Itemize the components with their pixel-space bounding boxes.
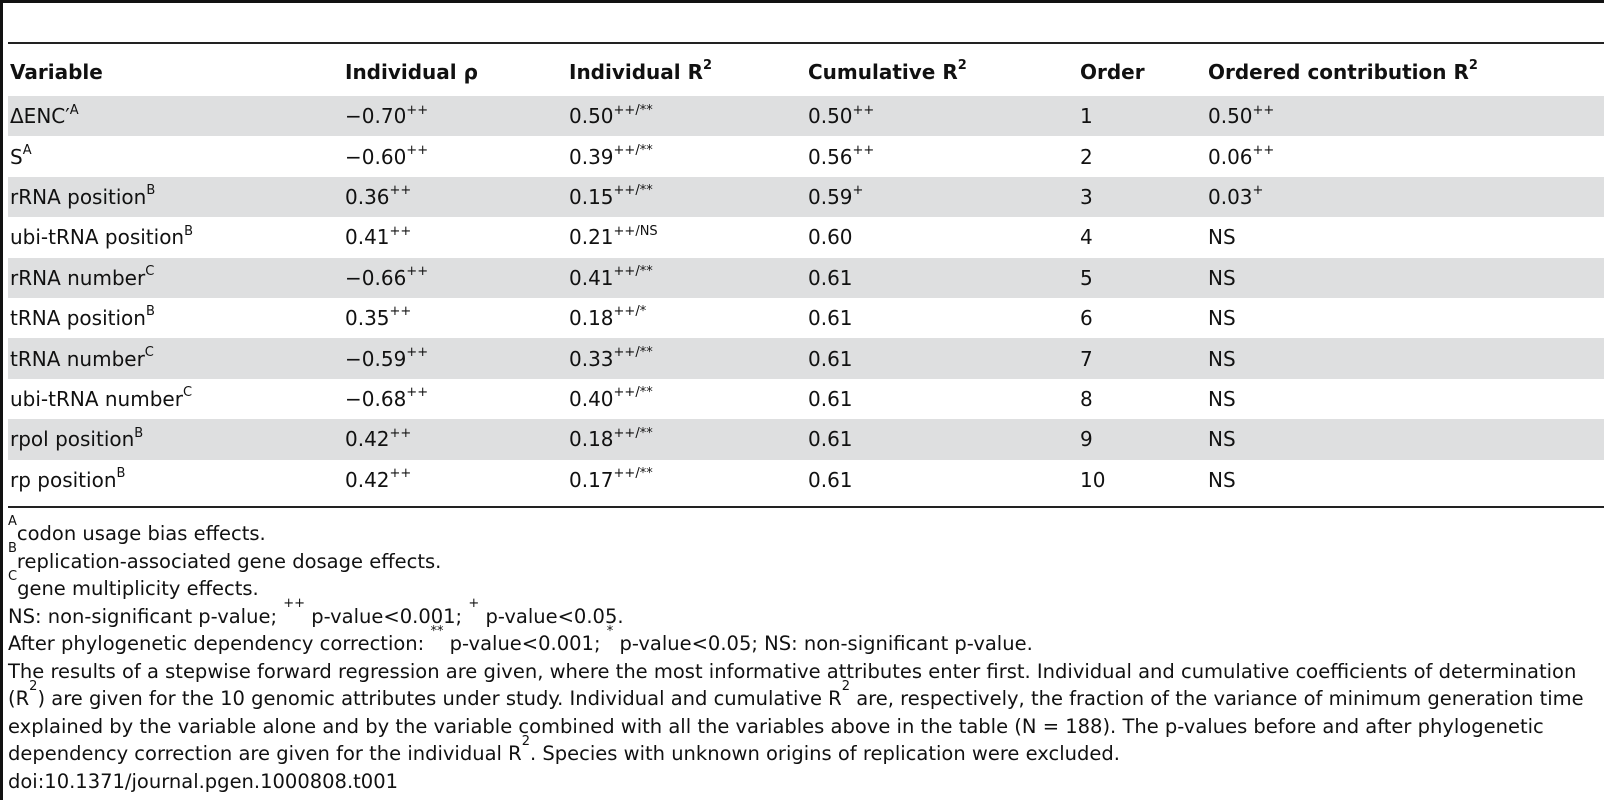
cell-ordered-contribution: NS [1208, 386, 1236, 411]
table-bottom-rule [8, 506, 1604, 508]
table-row: rpol positionB 0.42++ 0.18++/** 0.61 9 NS [8, 419, 1604, 460]
table-row: ubi-tRNA numberC −0.68++ 0.40++/** 0.61 8 NS [8, 379, 1604, 419]
cell-cumulative-r2: 0.50++ [806, 96, 1078, 137]
cell-variable: rpol positionB [8, 419, 343, 460]
cell-individual-rho: 0.42++ [343, 419, 567, 460]
doi-text: doi:10.1371/journal.pgen.1000808.t001 [8, 769, 399, 793]
cell-order: 5 [1078, 257, 1206, 298]
cell-order: 3 [1078, 176, 1206, 218]
cell-ordered-contribution: 0.03+ [1206, 176, 1604, 218]
cell-individual-rho: −0.60++ [345, 142, 429, 169]
cell-individual-rho: 0.36++ [343, 176, 567, 218]
cell-order: 10 [1080, 467, 1106, 492]
cell-cumulative-r2: 0.59+ [806, 176, 1078, 218]
table-row: rp positionB 0.42++ 0.17++/** 0.61 10 NS [8, 460, 1604, 500]
cell-variable: ΔENC′A [8, 96, 343, 137]
cell-individual-rho: 0.42++ [345, 466, 412, 492]
cell-ordered-contribution: NS [1206, 419, 1604, 460]
table-description: The results of a stepwise forward regres… [8, 659, 1584, 766]
footnote-c: Cgene multiplicity effects. [8, 568, 259, 601]
cell-individual-r2: 0.15++/** [567, 176, 806, 218]
cell-individual-rho: −0.59++ [343, 338, 567, 379]
cell-individual-r2: 0.21++/NS [569, 223, 658, 250]
cell-individual-r2: 0.18++/* [569, 304, 647, 331]
left-border [0, 0, 3, 800]
cell-individual-rho: −0.66++ [343, 257, 567, 298]
cell-cumulative-r2: 0.61 [808, 386, 853, 411]
table-body: ΔENC′A −0.70++ 0.50++/** 0.50++ 1 0.50++ SA −0.… [8, 96, 1604, 500]
cell-ordered-contribution: NS [1206, 257, 1604, 298]
footnote-b: Breplication-associated gene dosage effe… [8, 541, 442, 573]
header-ordered-contribution: Ordered contribution R2 [1208, 58, 1478, 84]
cell-cumulative-r2: 0.61 [806, 257, 1078, 298]
header-cumulative-r2: Cumulative R2 [808, 58, 967, 84]
cell-individual-r2: 0.40++/** [569, 385, 653, 411]
cell-individual-r2: 0.39++/** [569, 142, 653, 169]
table-row: rRNA numberC −0.66++ 0.41++/** 0.61 5 NS [8, 257, 1604, 298]
cell-ordered-contribution: NS [1208, 467, 1236, 492]
cell-variable: rRNA positionB [8, 176, 343, 218]
table-row: SA −0.60++ 0.39++/** 0.56++ 2 0.06++ [8, 136, 1604, 176]
cell-individual-rho: −0.70++ [343, 96, 567, 137]
table-row: tRNA numberC −0.59++ 0.33++/** 0.61 7 NS [8, 338, 1604, 379]
cell-order: 1 [1078, 96, 1206, 137]
header-individual-rho: Individual ρ [345, 60, 478, 84]
cell-order: 9 [1078, 419, 1206, 460]
cell-variable: tRNA positionB [10, 304, 155, 331]
cell-ordered-contribution: NS [1208, 306, 1236, 331]
header-variable: Variable [10, 60, 103, 84]
cell-individual-r2: 0.18++/** [567, 419, 806, 460]
cell-order: 6 [1080, 306, 1093, 331]
cell-ordered-contribution: 0.06++ [1208, 142, 1275, 169]
cell-order: 2 [1080, 144, 1093, 169]
cell-variable: rp positionB [10, 466, 126, 492]
cell-ordered-contribution: 0.50++ [1206, 96, 1604, 137]
cell-individual-r2: 0.41++/** [567, 257, 806, 298]
cell-cumulative-r2: 0.61 [808, 467, 853, 492]
header-individual-r2: Individual R2 [569, 58, 713, 84]
cell-individual-r2: 0.50++/** [567, 96, 806, 137]
cell-order: 4 [1080, 225, 1093, 250]
cell-individual-rho: 0.41++ [345, 223, 412, 250]
footnote-phylogenetic: After phylogenetic dependency correction… [8, 623, 1033, 656]
cell-variable: ubi-tRNA positionB [10, 223, 194, 250]
cell-ordered-contribution: NS [1208, 225, 1236, 250]
footnote-a: Acodon usage bias effects. [8, 513, 266, 546]
table-footnotes: Acodon usage bias effects. Breplication-… [8, 513, 1600, 795]
cell-cumulative-r2: 0.61 [808, 306, 853, 331]
cell-individual-rho: 0.35++ [345, 304, 412, 331]
table-top-rule [8, 42, 1604, 44]
cell-variable: SA [10, 142, 32, 169]
cell-individual-r2: 0.33++/** [567, 338, 806, 379]
cell-variable: tRNA numberC [8, 338, 343, 379]
cell-order: 7 [1078, 338, 1206, 379]
results-table: Variable Individual ρ Individual R2 Cumu… [8, 48, 1604, 500]
cell-individual-r2: 0.17++/** [569, 466, 653, 492]
cell-cumulative-r2: 0.56++ [808, 142, 875, 169]
cell-ordered-contribution: NS [1206, 338, 1604, 379]
cell-cumulative-r2: 0.60 [808, 225, 853, 250]
table-row: ΔENC′A −0.70++ 0.50++/** 0.50++ 1 0.50++ [8, 96, 1604, 137]
cell-cumulative-r2: 0.61 [806, 419, 1078, 460]
table-row: ubi-tRNA positionB 0.41++ 0.21++/NS 0.60 4 NS [8, 217, 1604, 257]
cell-cumulative-r2: 0.61 [806, 338, 1078, 379]
footnote-significance: NS: non-significant p-value; ++ p-value<… [8, 596, 624, 628]
top-border [0, 0, 1604, 3]
table-row: tRNA positionB 0.35++ 0.18++/* 0.61 6 NS [8, 298, 1604, 338]
cell-individual-rho: −0.68++ [345, 385, 429, 411]
cell-variable: ubi-tRNA numberC [10, 385, 193, 411]
header-order: Order [1080, 60, 1145, 84]
table-header-row: Variable Individual ρ Individual R2 Cumu… [8, 48, 1604, 96]
cell-order: 8 [1080, 386, 1093, 411]
cell-variable: rRNA numberC [8, 257, 343, 298]
table-row: rRNA positionB 0.36++ 0.15++/** 0.59+ 3 0.03+ [8, 176, 1604, 218]
